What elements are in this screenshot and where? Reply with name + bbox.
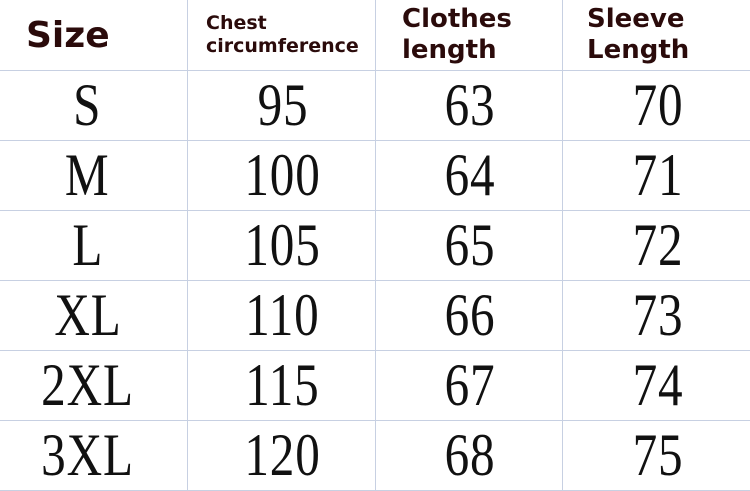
- table-row: L 105 65 72: [0, 211, 750, 281]
- length-cell-value: 64: [445, 141, 496, 210]
- table-row: XL 110 66 73: [0, 281, 750, 351]
- chest-cell-value: 115: [245, 351, 319, 420]
- sleeve-cell: 74: [563, 351, 750, 421]
- sleeve-cell: 75: [563, 421, 750, 491]
- chest-cell: 100: [188, 141, 376, 211]
- size-cell: 2XL: [0, 351, 188, 421]
- size-cell-value: XL: [54, 281, 121, 350]
- header-row: Size Chest circumference Clothes length …: [0, 0, 750, 71]
- size-cell-value: L: [72, 211, 103, 280]
- sleeve-cell: 72: [563, 211, 750, 281]
- header-sleeve-line2: Length: [587, 35, 750, 66]
- header-clothes-line2: length: [402, 35, 562, 66]
- size-cell-value: 2XL: [41, 351, 134, 420]
- sleeve-cell-value: 72: [633, 211, 684, 280]
- size-cell: M: [0, 141, 188, 211]
- length-cell: 66: [376, 281, 563, 351]
- chest-cell-value: 110: [245, 281, 319, 350]
- sleeve-cell: 73: [563, 281, 750, 351]
- length-cell-value: 63: [445, 71, 496, 140]
- size-cell-value: 3XL: [41, 421, 134, 490]
- sleeve-cell: 71: [563, 141, 750, 211]
- table-row: M 100 64 71: [0, 141, 750, 211]
- table-row: 3XL 120 68 75: [0, 421, 750, 491]
- header-clothes-line1: Clothes: [402, 4, 562, 35]
- chest-cell: 105: [188, 211, 376, 281]
- header-clothes-length: Clothes length: [376, 0, 563, 71]
- length-cell: 63: [376, 71, 563, 141]
- header-sleeve-line1: Sleeve: [587, 4, 750, 35]
- sleeve-cell-value: 74: [633, 351, 684, 420]
- chest-cell: 115: [188, 351, 376, 421]
- length-cell-value: 65: [445, 211, 496, 280]
- length-cell-value: 67: [445, 351, 496, 420]
- length-cell: 68: [376, 421, 563, 491]
- chest-cell: 110: [188, 281, 376, 351]
- sleeve-cell-value: 71: [633, 141, 684, 210]
- sleeve-cell-value: 75: [633, 421, 684, 490]
- sleeve-cell: 70: [563, 71, 750, 141]
- header-chest-line2: circumference: [206, 35, 375, 58]
- length-cell: 64: [376, 141, 563, 211]
- chest-cell-value: 100: [244, 141, 320, 210]
- length-cell-value: 68: [445, 421, 496, 490]
- size-cell: 3XL: [0, 421, 188, 491]
- header-chest-line1: Chest: [206, 12, 375, 35]
- table-row: 2XL 115 67 74: [0, 351, 750, 421]
- length-cell: 65: [376, 211, 563, 281]
- size-cell: XL: [0, 281, 188, 351]
- chest-cell-value: 105: [244, 211, 320, 280]
- sleeve-cell-value: 73: [633, 281, 684, 350]
- size-cell: L: [0, 211, 188, 281]
- header-size: Size: [0, 0, 188, 71]
- size-cell-value: S: [73, 71, 101, 140]
- chest-cell: 95: [188, 71, 376, 141]
- length-cell: 67: [376, 351, 563, 421]
- chest-cell-value: 120: [244, 421, 320, 490]
- table-row: S 95 63 70: [0, 71, 750, 141]
- sleeve-cell-value: 70: [633, 71, 684, 140]
- header-chest: Chest circumference: [188, 0, 376, 71]
- header-sleeve-length: Sleeve Length: [563, 0, 750, 71]
- chest-cell-value: 95: [257, 71, 308, 140]
- chest-cell: 120: [188, 421, 376, 491]
- size-cell: S: [0, 71, 188, 141]
- size-cell-value: M: [65, 141, 110, 210]
- length-cell-value: 66: [445, 281, 496, 350]
